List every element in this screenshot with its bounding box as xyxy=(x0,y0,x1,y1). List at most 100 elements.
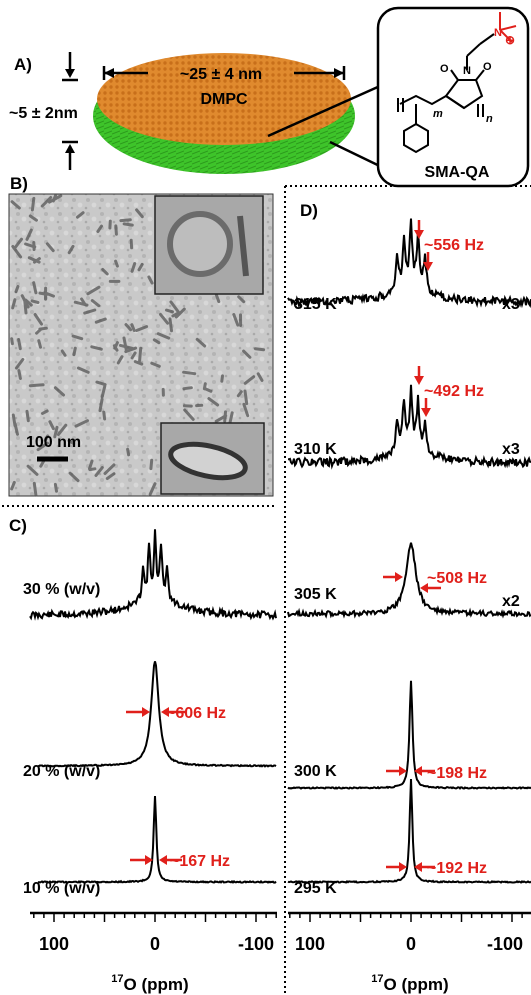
charge-label: ⊕ xyxy=(505,33,515,47)
panel-dividers xyxy=(2,185,531,995)
nanodisc-rod xyxy=(41,409,49,415)
spectrum-10-percent xyxy=(37,796,277,884)
oxygen-left-label: O xyxy=(440,63,449,75)
nanodisc-rod xyxy=(135,208,144,219)
nanodisc-rod xyxy=(94,466,104,477)
nanodisc-rod xyxy=(105,472,116,480)
nanodisc-rod xyxy=(48,420,55,431)
sma-qa-structure: N ⊕ N O O m n SMA-QA xyxy=(376,6,530,188)
index-n-label: n xyxy=(486,113,493,125)
nanodisc-rod xyxy=(10,337,14,346)
nanodisc-rod xyxy=(133,360,144,366)
nanodisc-rod xyxy=(171,311,180,318)
nanodisc-rod xyxy=(254,347,266,352)
nanodisc-rod xyxy=(33,313,43,326)
nanodisc-rod xyxy=(88,459,94,471)
linewidth-label: ~192 Hz xyxy=(427,860,487,877)
panel-d: D) 315 K 310 K 305 K 300 K 295 K x3 x3 x… xyxy=(287,201,531,994)
spectrum-305k xyxy=(287,542,531,619)
nanodisc-rod xyxy=(26,464,39,476)
nanodisc-rod xyxy=(30,196,36,212)
nanodisc-rod xyxy=(119,218,132,223)
nanodisc-rod xyxy=(130,351,137,360)
panel-b: B) 100 nm xyxy=(8,174,274,497)
nanodisc-rod xyxy=(243,389,249,406)
spectrum-label: 315 K xyxy=(294,296,337,313)
nanodisc-rod xyxy=(168,317,173,333)
nanodisc-rod xyxy=(236,390,243,398)
scale-factor: x3 xyxy=(502,296,520,313)
nanodisc-rod xyxy=(76,211,85,219)
panel-c-label: C) xyxy=(9,516,27,535)
nanodisc-rod xyxy=(44,291,55,298)
nanodisc-rod xyxy=(36,441,49,452)
nanodisc-rod xyxy=(24,298,33,307)
nanodisc-rod xyxy=(67,439,76,445)
scale-factor: x2 xyxy=(502,593,520,610)
nanodisc-rod xyxy=(20,294,30,309)
x-tick-label: 100 xyxy=(295,934,325,954)
nanodisc-rod xyxy=(14,285,20,294)
nanodisc-rod xyxy=(71,334,84,341)
x-tick-label: -100 xyxy=(487,934,523,954)
nanodisc-rod xyxy=(156,332,171,340)
nanodisc-rod xyxy=(74,419,89,428)
imide-n-label: N xyxy=(463,65,471,77)
x-axis-d xyxy=(288,911,531,922)
nanodisc-rod xyxy=(11,298,17,310)
oxygen-right-label: O xyxy=(483,61,492,73)
nanodisc-rod xyxy=(182,386,193,391)
nanodisc-rod xyxy=(25,228,33,241)
nanodisc-rod xyxy=(11,245,23,259)
x-axis-title: 17O (ppm) xyxy=(371,973,448,994)
nanodisc-rod xyxy=(53,386,65,397)
nanodisc-illustration xyxy=(93,53,355,174)
linewidth-label: ~508 Hz xyxy=(427,570,487,587)
nanodisc-rod xyxy=(32,481,38,497)
linewidth-label: ~606 Hz xyxy=(166,705,226,722)
nanodisc-rod xyxy=(130,262,137,273)
nanodisc-rod xyxy=(100,384,107,399)
nanodisc-rod xyxy=(165,308,174,314)
nanodisc-rod xyxy=(53,425,59,439)
nanodisc-rod xyxy=(174,307,186,319)
nanodisc-rods xyxy=(10,194,266,497)
nanodisc-rod xyxy=(90,299,101,308)
thickness-label: ~5 ± 2nm xyxy=(9,105,78,122)
nanodisc-rod xyxy=(182,370,197,376)
nanodisc-rod xyxy=(243,375,256,385)
nanodisc-rod xyxy=(256,372,264,382)
nanodisc-rod xyxy=(214,293,221,304)
nanodisc-rod xyxy=(113,341,119,350)
x-tick-label: 0 xyxy=(406,934,416,954)
nanodisc-rod xyxy=(13,237,23,250)
nanodisc-rod xyxy=(76,366,90,374)
nanodisc-rod xyxy=(56,423,68,437)
splitting-label: ~492 Hz xyxy=(424,383,484,400)
nanodisc-rod xyxy=(10,200,21,210)
n-plus-label: N xyxy=(494,27,502,39)
diameter-label: ~25 ± 4 nm xyxy=(180,66,262,83)
nanodisc-rod xyxy=(17,369,22,380)
nanodisc-rod xyxy=(86,285,101,296)
nanodisc-rod xyxy=(135,325,149,332)
spectrum-label: 305 K xyxy=(294,586,337,603)
nanodisc-rod xyxy=(98,397,104,413)
nanodisc-rod xyxy=(96,224,103,233)
nanodisc-rod xyxy=(150,361,161,368)
thickness-arrows xyxy=(62,52,78,170)
nanodisc-rod xyxy=(237,295,246,304)
nanodisc-rod xyxy=(102,410,107,421)
nanodisc-rod xyxy=(45,242,55,253)
nanodisc-rod xyxy=(90,345,103,351)
nanodisc-rod xyxy=(43,434,50,442)
splitting-arrows xyxy=(414,220,433,417)
spectrum-label: 30 % (w/v) xyxy=(23,581,100,598)
nanodisc-rod xyxy=(137,262,144,272)
nanodisc-rod xyxy=(67,244,75,255)
nanodisc-rod xyxy=(68,471,80,483)
polymer-label: SMA-QA xyxy=(425,164,490,181)
panel-c: C) 30 % (w/v) 20 % (w/v) 10 % (w/v) ~606… xyxy=(9,516,277,994)
nanodisc-rod xyxy=(130,323,136,332)
structure-box xyxy=(376,6,530,188)
